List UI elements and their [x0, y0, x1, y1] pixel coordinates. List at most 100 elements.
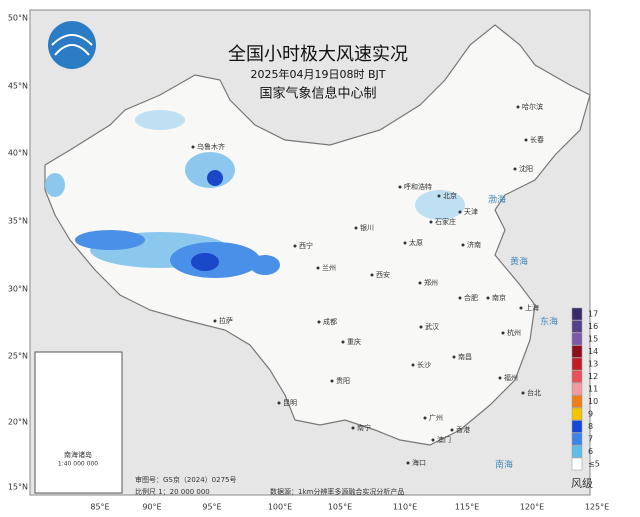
city-label: 福州: [504, 373, 518, 382]
inset-frame: [34, 351, 123, 494]
agency: 国家气象信息中心制: [259, 86, 376, 102]
city-label: 南京: [492, 293, 506, 302]
city-dot: [458, 296, 462, 300]
city-dot: [501, 331, 505, 335]
legend-swatch: [571, 370, 583, 383]
sea-label: 渤海: [488, 194, 506, 206]
city-label: 澳门: [437, 435, 451, 444]
city-label: 济南: [467, 240, 481, 249]
legend-label: ≤5: [588, 460, 600, 469]
city-label: 太原: [409, 238, 423, 247]
inset-scale: 1:40 000 000: [58, 461, 98, 468]
city-label: 石家庄: [435, 217, 456, 226]
lat-label: 20°N: [8, 418, 28, 427]
city-dot: [429, 220, 433, 224]
lon-label: 100°E: [268, 503, 292, 512]
city-label: 哈尔滨: [522, 102, 543, 111]
city-dot: [419, 325, 423, 329]
city-dot: [423, 416, 427, 420]
lat-label: 25°N: [8, 352, 28, 361]
china-outline: [44, 24, 591, 446]
city-dot: [516, 105, 520, 109]
city-dot: [411, 363, 415, 367]
legend-swatch: [571, 395, 583, 408]
source: 数据源：1km分辨率多源融合实况分析产品: [270, 487, 404, 496]
legend-label: 6: [588, 447, 593, 456]
legend-label: 13: [588, 360, 598, 369]
sea-label: 南海: [495, 459, 513, 471]
approval: 审图号：GS京（2024）0275号: [135, 475, 237, 484]
legend-label: 7: [588, 435, 593, 444]
legend-swatch: [571, 345, 583, 358]
legend-label: 14: [588, 347, 598, 356]
city-label: 乌鲁木齐: [197, 142, 225, 151]
city-dot: [406, 461, 410, 465]
city-dot: [213, 319, 217, 323]
lon-label: 90°E: [142, 503, 161, 512]
city-label: 西安: [376, 270, 390, 279]
city-label: 香港: [456, 425, 470, 434]
city-dot: [293, 244, 297, 248]
legend-swatch: [571, 457, 583, 471]
city-dot: [370, 273, 374, 277]
city-dot: [431, 438, 435, 442]
city-dot: [277, 401, 281, 405]
lon-label: 110°E: [393, 503, 417, 512]
city-label: 沈阳: [519, 164, 533, 173]
city-label: 天津: [464, 208, 478, 216]
city-dot: [458, 210, 462, 214]
city-label: 银川: [360, 223, 374, 232]
legend-swatch: [571, 357, 583, 371]
city-dot: [330, 379, 334, 383]
city-dot: [191, 145, 195, 149]
city-label: 呼和浩特: [404, 182, 432, 191]
logo-mark: [51, 34, 93, 56]
city-label: 南昌: [458, 352, 472, 361]
city-label: 广州: [429, 413, 443, 422]
city-label: 武汉: [425, 322, 439, 331]
legend-swatch: [571, 432, 583, 446]
city-dot: [461, 243, 465, 247]
title: 全国小时极大风速实况: [228, 44, 408, 65]
lon-label: 125°E: [585, 503, 609, 512]
city-dot: [452, 355, 456, 359]
city-label: 重庆: [347, 337, 361, 346]
legend-title: 风级: [571, 477, 593, 490]
lon-label: 85°E: [90, 503, 109, 512]
legend-swatch: [571, 407, 583, 421]
city-label: 西宁: [299, 241, 313, 250]
sea-label: 黄海: [510, 256, 528, 268]
city-dot: [316, 266, 320, 270]
city-dot: [513, 167, 517, 171]
city-label: 台北: [527, 388, 541, 397]
legend-swatch: [571, 332, 583, 346]
city-dot: [341, 340, 345, 344]
city-label: 长春: [530, 135, 544, 144]
lat-label: 50°N: [8, 14, 28, 23]
city-dot: [486, 296, 490, 300]
legend-label: 8: [588, 422, 593, 431]
lat-label: 30°N: [8, 285, 28, 294]
legend-label: 17: [588, 310, 598, 319]
city-label: 郑州: [424, 279, 438, 287]
city-dot: [354, 226, 358, 230]
legend-label: 10: [588, 397, 598, 406]
time: 2025年04月19日08时 BJT: [251, 67, 386, 81]
legend-swatch: [571, 420, 583, 433]
city-label: 昆明: [283, 399, 297, 407]
city-dot: [398, 185, 402, 189]
city-label: 成都: [323, 317, 337, 326]
city-label: 长沙: [417, 360, 431, 369]
city-dot: [498, 376, 502, 380]
legend-swatch: [571, 382, 583, 396]
city-dot: [418, 281, 422, 285]
city-label: 兰州: [322, 263, 336, 272]
city-dot: [519, 306, 523, 310]
city-label: 上海: [525, 303, 539, 312]
lon-label: 120°E: [520, 503, 544, 512]
legend-label: 9: [588, 410, 593, 419]
legend-swatch: [571, 445, 583, 458]
city-dot: [521, 391, 525, 395]
legend-label: 11: [588, 385, 598, 394]
city-label: 拉萨: [219, 316, 233, 325]
